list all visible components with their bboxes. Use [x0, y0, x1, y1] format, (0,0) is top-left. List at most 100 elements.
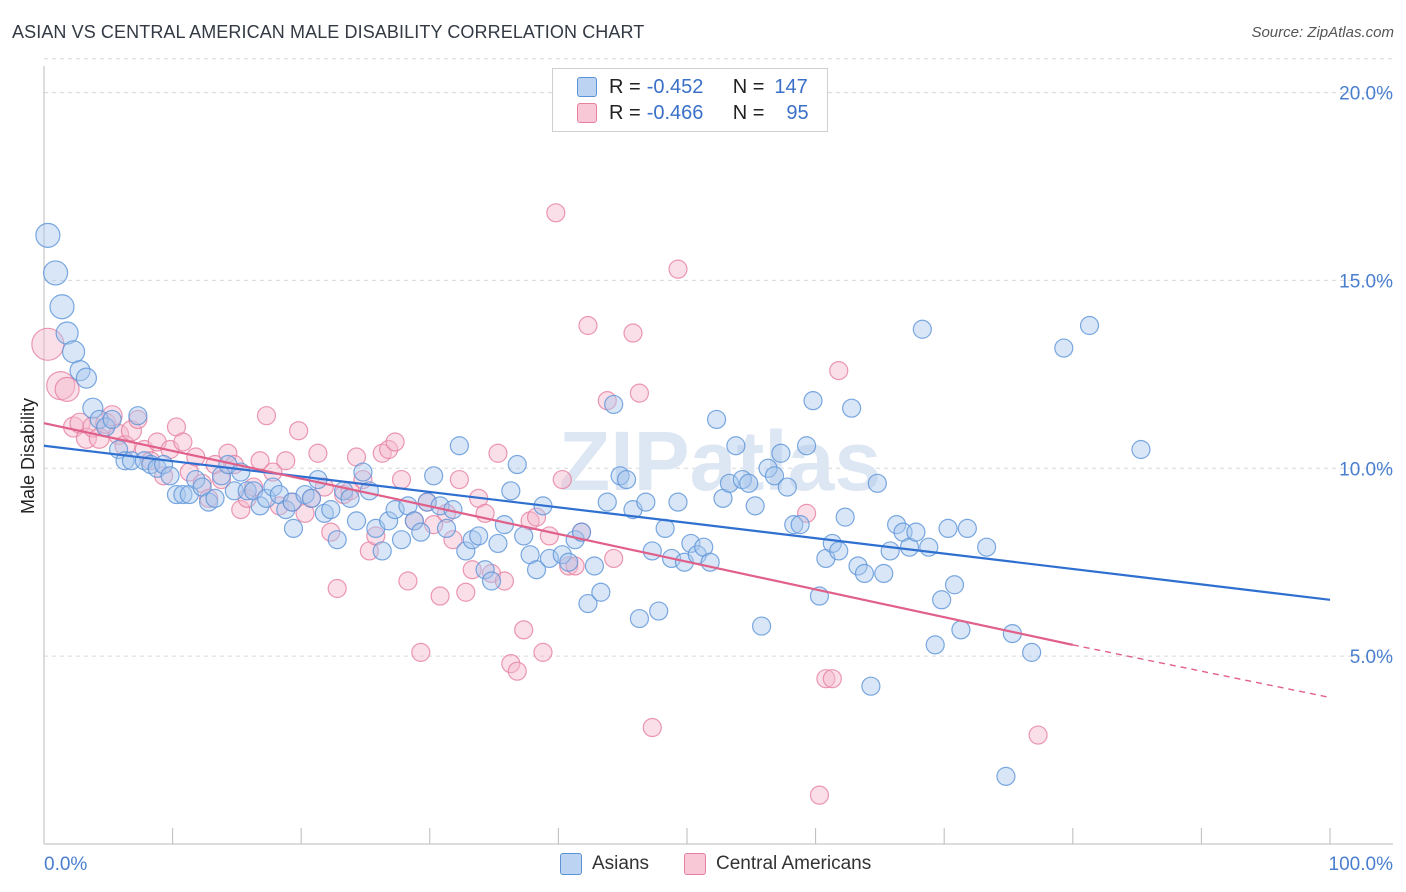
central-american-point: [256, 406, 277, 426]
asian-point: [263, 477, 283, 497]
asian-point: [835, 507, 855, 527]
asian-point: [771, 443, 791, 463]
asian-point: [668, 492, 688, 512]
asian-point: [436, 518, 457, 539]
asian-point: [880, 541, 900, 561]
central-american-point: [153, 466, 174, 486]
n-value: 95: [786, 101, 809, 124]
asian-point: [745, 496, 765, 516]
central-american-point: [327, 578, 347, 599]
asian-point: [867, 473, 887, 493]
asians-legend-swatch: [560, 853, 582, 875]
asian-point: [996, 766, 1016, 786]
asian-point: [475, 560, 495, 580]
central-american-point: [604, 548, 624, 569]
y-tick-label: 20.0%: [1339, 84, 1393, 105]
asian-point: [616, 469, 637, 490]
source-label: Source: ZipAtlas.com: [1251, 24, 1394, 41]
central-american-point: [173, 432, 193, 452]
asian-point: [1022, 642, 1042, 662]
asian-point: [977, 537, 997, 557]
asian-point: [346, 511, 367, 531]
central-american-point: [514, 620, 534, 640]
central-americans-points: [31, 203, 1048, 805]
central-americans-trend-extension: [1072, 644, 1331, 699]
asian-point: [379, 511, 399, 531]
asian-point: [944, 575, 965, 595]
asian-point: [488, 533, 508, 554]
asian-point: [681, 533, 701, 554]
central-american-point: [54, 376, 80, 402]
asians-legend-label: Asians: [592, 853, 650, 874]
asian-point: [391, 530, 412, 550]
central-american-point: [668, 259, 688, 279]
asian-point: [578, 593, 598, 614]
asian-point: [283, 518, 304, 539]
asian-point: [237, 481, 257, 501]
central-american-point: [507, 661, 527, 681]
asian-point: [327, 530, 347, 550]
asian-point: [739, 473, 759, 493]
asian-point: [912, 319, 932, 339]
central-american-point: [829, 361, 849, 381]
asian-point: [925, 635, 945, 655]
asian-point: [372, 541, 392, 561]
asian-point: [340, 488, 360, 508]
asian-point: [321, 500, 341, 520]
asians-trend-line: [43, 444, 1331, 601]
r-value: -0.466: [646, 101, 704, 124]
asian-point: [35, 222, 61, 248]
asian-point: [559, 552, 579, 572]
asian-point: [404, 511, 424, 531]
central-american-point: [809, 785, 830, 805]
central-american-point: [526, 507, 547, 527]
asian-point: [385, 500, 405, 520]
x-tick-max: 100.0%: [1329, 854, 1394, 875]
central-american-point: [449, 469, 469, 490]
trend-lines: [43, 422, 1331, 699]
asian-point: [764, 466, 785, 486]
asian-point: [803, 391, 823, 411]
asian-point: [604, 394, 624, 415]
legend-item-asians[interactable]: Asians: [560, 852, 649, 876]
central-americans-legend-swatch: [684, 853, 706, 875]
asian-point: [55, 321, 79, 345]
asian-point: [82, 397, 104, 419]
asian-point: [584, 556, 605, 576]
legend-row-central-americans: R = -0.466 N = 95: [577, 101, 809, 125]
asian-point: [1054, 338, 1074, 358]
central-american-point: [552, 469, 572, 490]
asian-point: [507, 454, 527, 475]
asian-point: [1131, 439, 1151, 460]
legend-item-central-americans[interactable]: Central Americans: [684, 852, 871, 876]
asian-point: [874, 563, 894, 584]
asian-point: [456, 541, 476, 561]
asian-point: [636, 492, 656, 512]
central-american-point: [31, 327, 65, 361]
asian-point: [842, 398, 862, 418]
asian-point: [829, 541, 849, 561]
asian-point: [353, 462, 373, 482]
n-value: 147: [774, 75, 808, 98]
central-american-point: [411, 642, 431, 662]
central-american-point: [430, 586, 450, 606]
asian-point: [186, 469, 206, 490]
asian-point: [957, 518, 977, 539]
y-tick-labels: 5.0% 10.0% 15.0% 20.0%: [1339, 84, 1393, 669]
asian-point: [301, 488, 322, 508]
asian-point: [777, 477, 797, 497]
asian-point: [469, 526, 489, 546]
central-american-point: [443, 530, 463, 550]
central-american-point: [642, 717, 662, 738]
asian-point: [552, 545, 572, 565]
x-tick-min: 0.0%: [44, 854, 87, 875]
asian-point: [128, 406, 148, 426]
asian-point: [539, 548, 559, 569]
central-american-point: [308, 443, 328, 463]
central-american-point: [231, 500, 251, 520]
legend-row-asians: R = -0.452 N = 147: [577, 75, 808, 99]
central-american-point: [623, 323, 643, 343]
r-value: -0.452: [646, 75, 704, 98]
asian-point: [160, 466, 180, 486]
